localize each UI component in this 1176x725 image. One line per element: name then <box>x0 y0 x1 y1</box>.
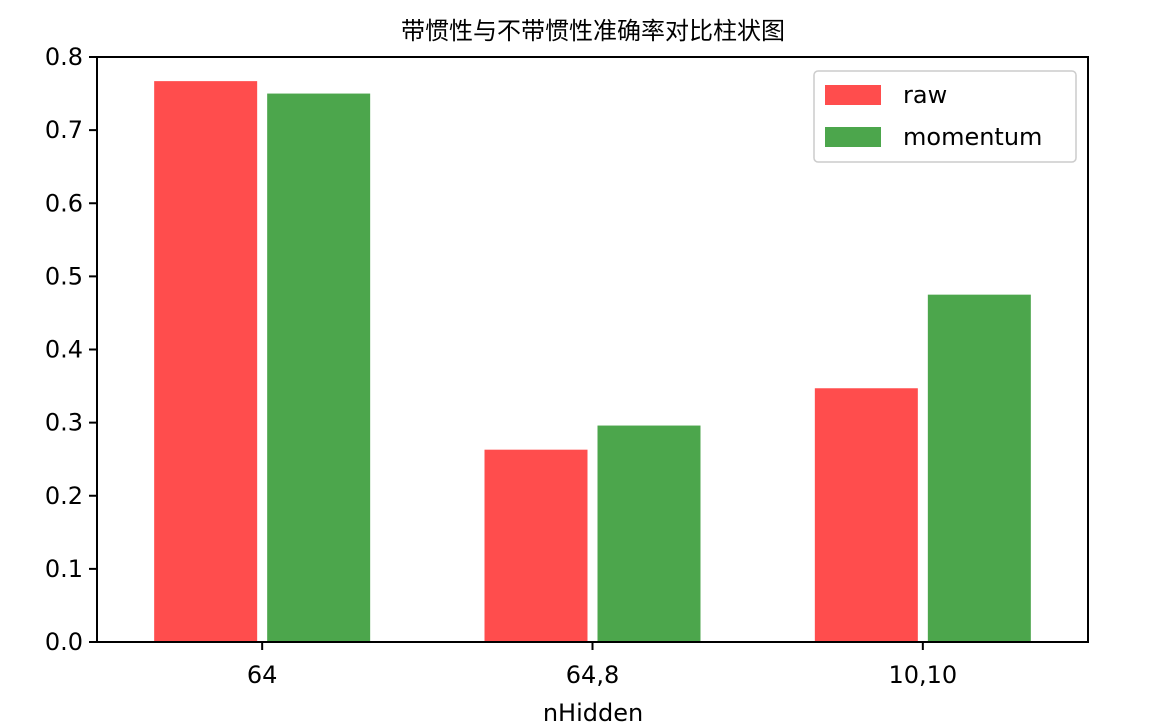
bar-raw-2 <box>814 388 918 642</box>
x-tick-label: 64,8 <box>566 661 619 689</box>
bar-raw-0 <box>154 81 258 643</box>
chart-title: 带惯性与不带惯性准确率对比柱状图 <box>401 17 785 45</box>
y-axis: 0.0 0.1 0.2 0.3 0.4 0.5 0.6 0.7 0.8 <box>45 43 97 656</box>
x-axis-label: nHidden <box>543 699 643 725</box>
bar-raw-1 <box>484 449 588 642</box>
y-tick-label: 0.6 <box>45 189 83 217</box>
x-axis: 64 64,8 10,10 <box>247 642 957 689</box>
y-tick-label: 0.7 <box>45 116 83 144</box>
x-tick-label: 10,10 <box>888 661 957 689</box>
y-tick-label: 0.2 <box>45 482 83 510</box>
bars-layer <box>154 81 1031 643</box>
plot-frame <box>96 56 1089 643</box>
legend-swatch-momentum <box>825 127 881 147</box>
y-tick-label: 0.3 <box>45 409 83 437</box>
legend: raw momentum <box>813 70 1077 163</box>
legend-swatch-raw <box>825 85 881 105</box>
y-tick-label: 0.1 <box>45 555 83 583</box>
legend-label-momentum: momentum <box>903 123 1042 151</box>
y-tick-label: 0.0 <box>45 628 83 656</box>
y-tick-label: 0.5 <box>45 262 83 290</box>
bar-momentum-1 <box>597 425 701 642</box>
y-tick-label: 0.8 <box>45 43 83 71</box>
x-tick-label: 64 <box>247 661 278 689</box>
bar-momentum-0 <box>267 93 371 642</box>
y-tick-label: 0.4 <box>45 336 83 364</box>
bar-momentum-2 <box>927 294 1031 642</box>
legend-label-raw: raw <box>903 81 947 109</box>
